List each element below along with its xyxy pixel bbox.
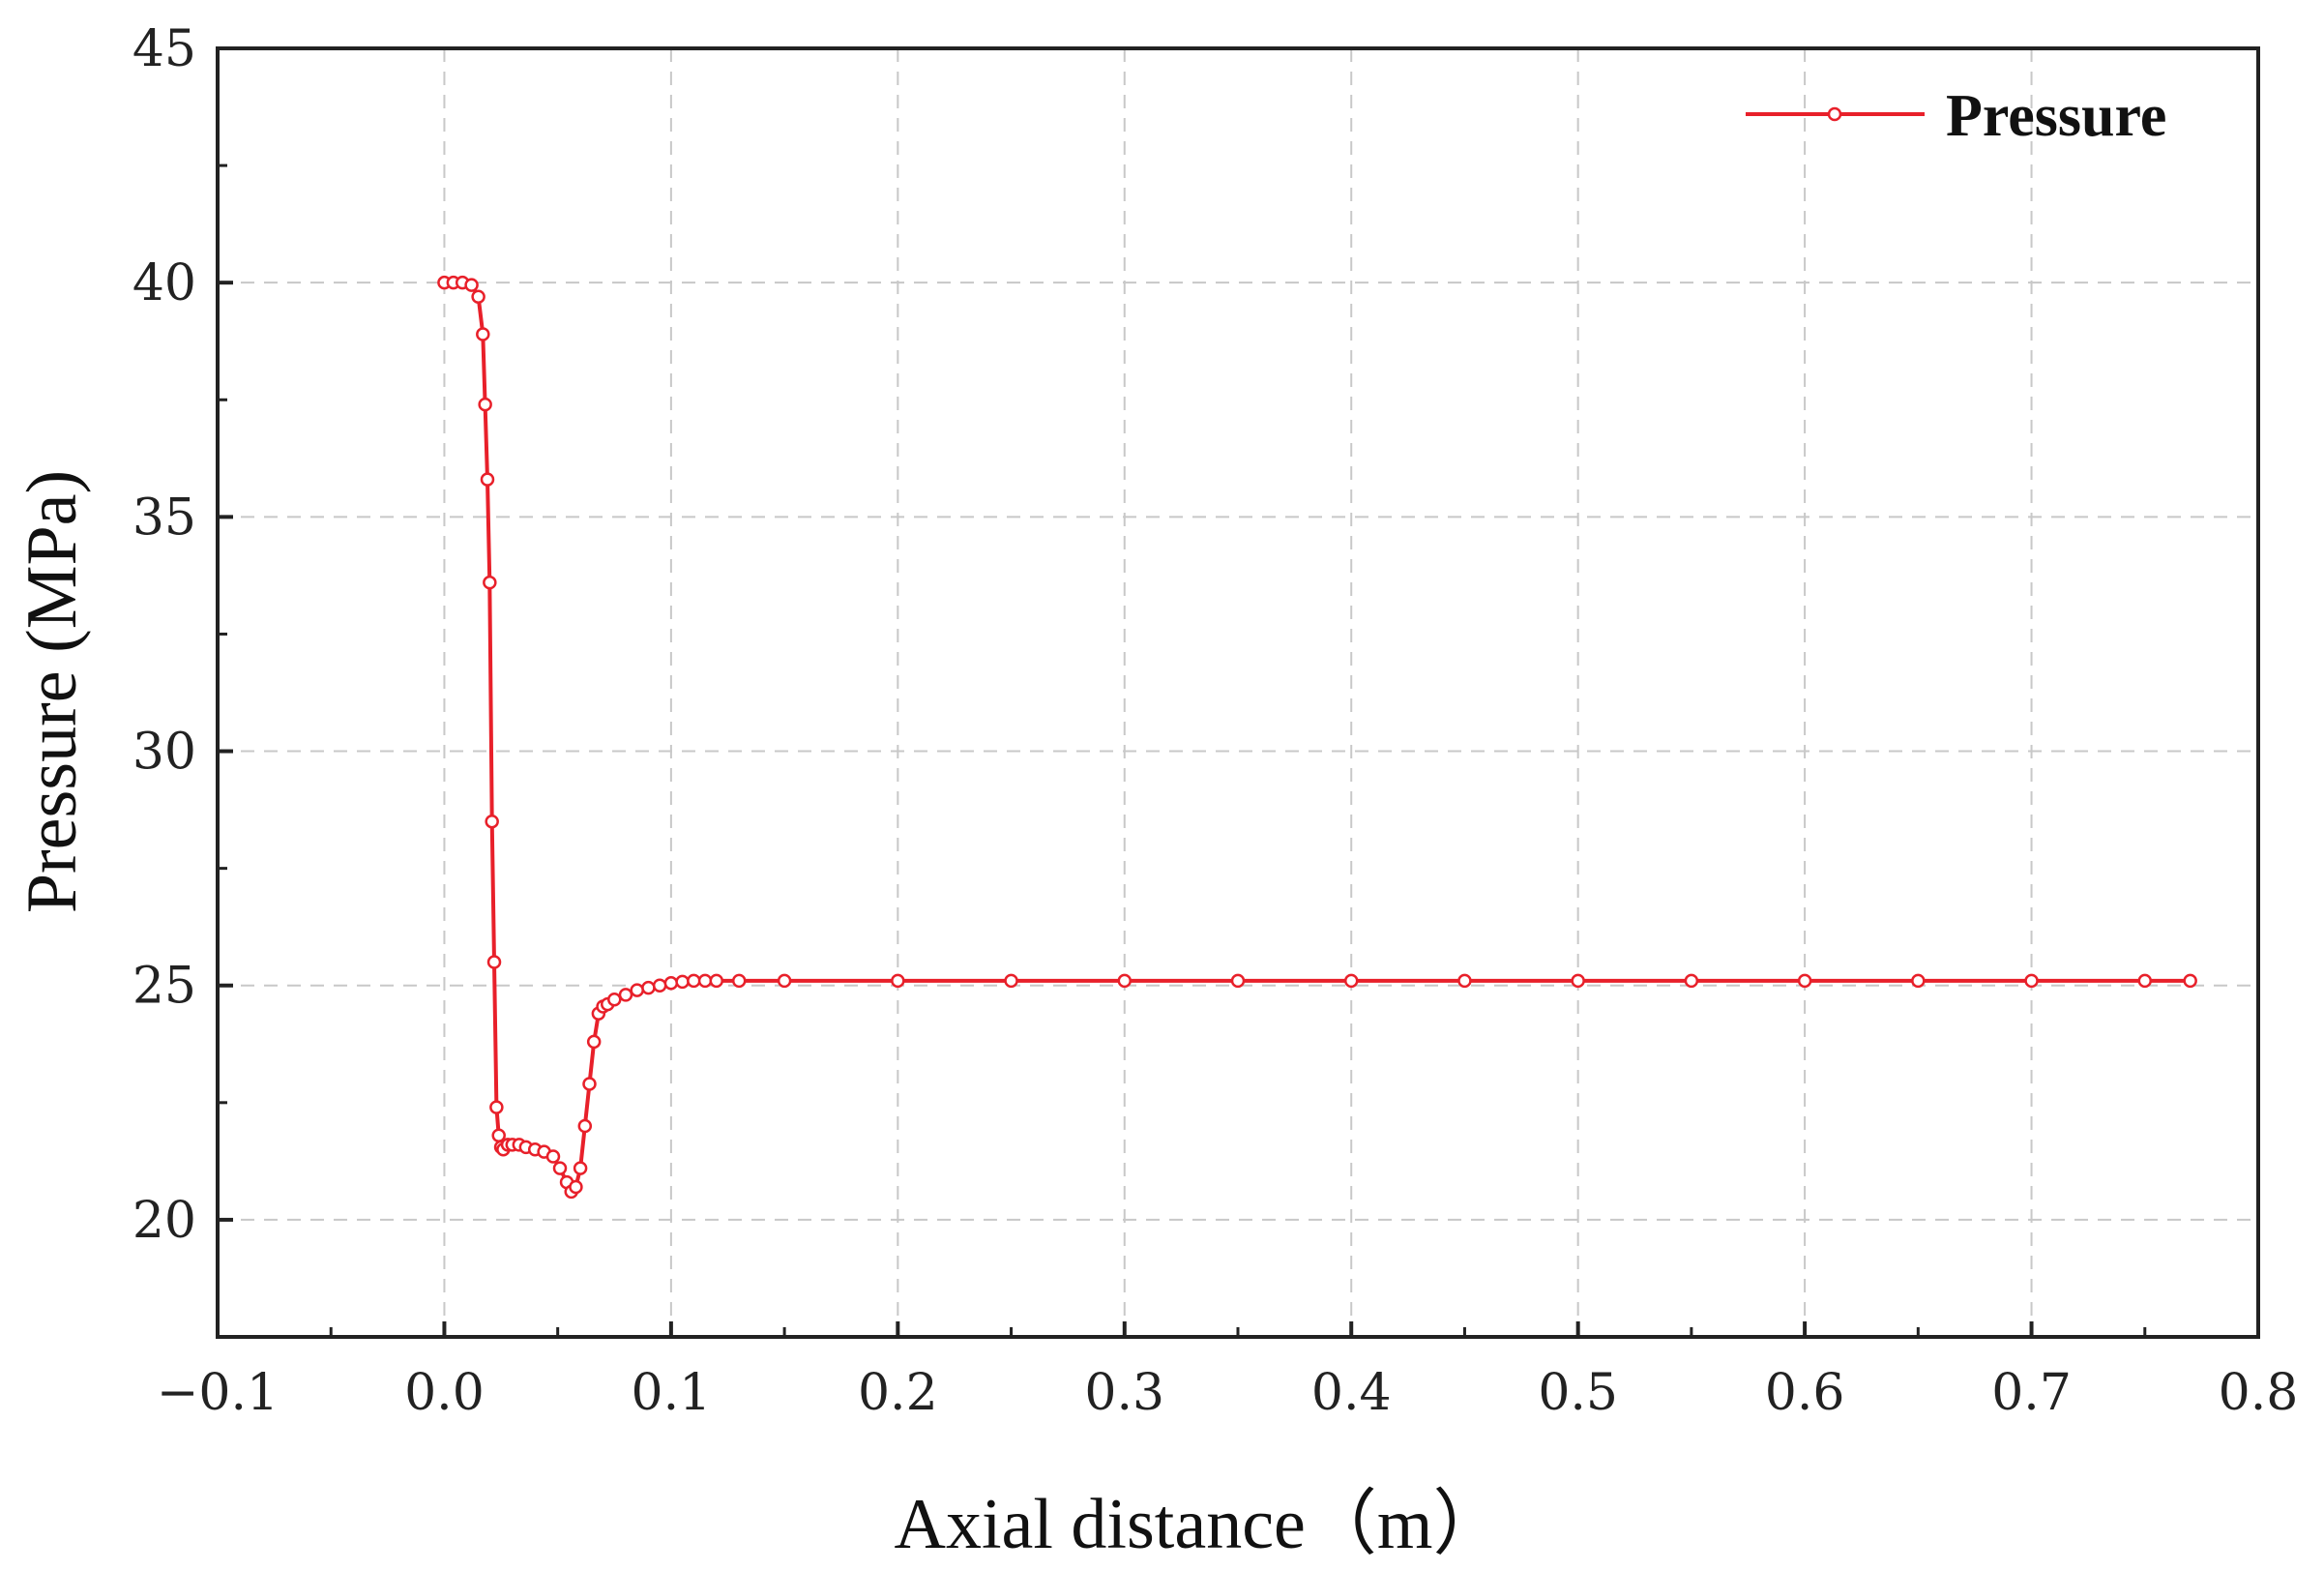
x-tick-label: 0.8 <box>2219 1364 2299 1422</box>
data-series <box>437 275 2197 1200</box>
pressure-data-point <box>552 1161 568 1175</box>
y-axis-title: Pressure (MPa) <box>13 470 92 913</box>
pressure-data-point <box>641 980 656 995</box>
pressure-data-point <box>1684 973 1699 989</box>
pressure-data-point <box>1571 973 1585 989</box>
pressure-data-point <box>464 278 479 292</box>
legend-label-pressure: Pressure <box>1946 83 2166 149</box>
x-tick-label: 0.1 <box>632 1364 712 1422</box>
pressure-data-point <box>777 973 792 989</box>
pressure-data-point <box>618 988 633 1002</box>
pressure-data-point <box>2137 973 2153 989</box>
x-tick-label: 0.3 <box>1084 1364 1164 1422</box>
pressure-data-point <box>607 993 622 1007</box>
pressure-data-point <box>582 1077 597 1091</box>
pressure-data-point <box>2024 973 2039 989</box>
pressure-data-point <box>1911 973 1926 989</box>
pressure-data-point <box>483 575 497 590</box>
y-tick-label: 40 <box>132 254 196 312</box>
pressure-data-point <box>675 974 690 990</box>
pressure-data-point <box>1117 973 1133 989</box>
legend-marker-sample <box>1827 106 1842 122</box>
pressure-data-point <box>569 1179 583 1195</box>
pressure-data-point <box>663 976 679 991</box>
x-tick-label: 0.4 <box>1311 1364 1392 1422</box>
x-tick-label: 0.7 <box>1991 1364 2072 1422</box>
pressure-data-point <box>545 1149 561 1164</box>
x-tick-label: 0.2 <box>858 1364 938 1422</box>
axis-ticks <box>216 46 2260 1337</box>
x-tick-label: 0.0 <box>404 1364 485 1422</box>
pressure-data-point <box>2183 973 2197 989</box>
x-tick-label: 0.6 <box>1765 1364 1845 1422</box>
pressure-data-point <box>476 327 490 341</box>
pressure-data-point <box>1230 973 1246 989</box>
pressure-line <box>444 281 2191 1194</box>
pressure-data-point <box>687 973 701 989</box>
y-tick-labels: 20 25 30 35 40 45 <box>132 20 196 1250</box>
pressure-data-point <box>630 983 644 997</box>
pressure-data-point <box>1343 973 1359 989</box>
pressure-data-point <box>586 1034 602 1050</box>
y-tick-label: 30 <box>132 724 196 782</box>
pressure-data-point <box>577 1118 593 1134</box>
x-axis-title: Axial distance（m） <box>895 1485 1505 1564</box>
pressure-data-point <box>489 1100 504 1114</box>
pressure-data-point <box>891 973 905 989</box>
pressure-data-point <box>709 973 724 989</box>
pressure-data-point <box>485 814 499 829</box>
pressure-data-point <box>697 973 713 989</box>
x-tick-labels: −0.1 0.0 0.1 0.2 0.3 0.4 0.5 0.6 0.7 0.8 <box>157 1364 2298 1422</box>
pressure-data-point <box>731 973 747 989</box>
pressure-data-point <box>652 978 667 993</box>
pressure-data-point <box>486 955 502 969</box>
y-tick-label: 35 <box>132 489 196 547</box>
pressure-data-point <box>478 397 492 412</box>
pressure-data-point <box>480 472 495 487</box>
y-tick-label: 20 <box>132 1192 196 1250</box>
pressure-data-point <box>471 289 485 304</box>
pressure-data-point <box>573 1161 588 1175</box>
x-tick-label: −0.1 <box>157 1364 279 1422</box>
pressure-data-point <box>1004 973 1018 989</box>
pressure-data-point <box>1797 973 1812 989</box>
y-tick-label: 45 <box>132 20 196 78</box>
pressure-data-point <box>491 1128 506 1142</box>
legend: Pressure <box>1746 83 2166 149</box>
x-tick-label: 0.5 <box>1538 1364 1618 1422</box>
pressure-data-point <box>1457 973 1472 989</box>
y-tick-label: 25 <box>132 958 196 1016</box>
